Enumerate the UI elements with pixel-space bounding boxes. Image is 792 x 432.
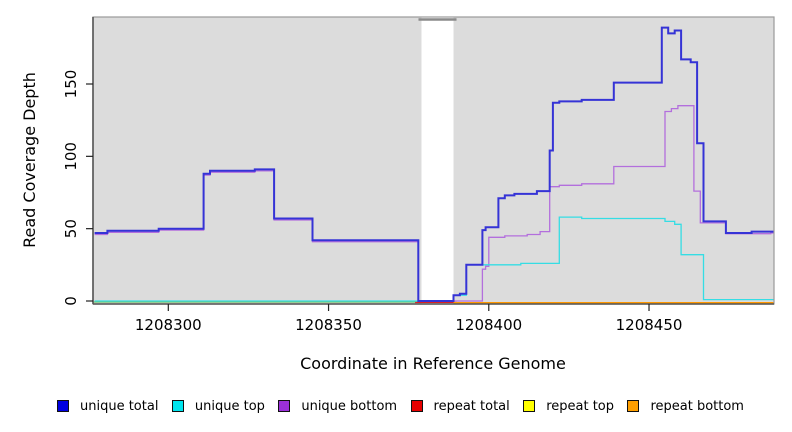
legend-item-repeat-bottom: repeat bottom: [627, 397, 744, 415]
x-tick-label: 1208450: [616, 316, 683, 334]
panel-right: [453, 17, 774, 304]
legend-swatch-icon: [278, 400, 291, 412]
y-tick-label: 50: [62, 219, 80, 238]
x-tick-label: 1208400: [455, 316, 522, 334]
legend-swatch-icon: [523, 400, 536, 412]
y-tick-label: 100: [62, 142, 80, 171]
legend-label: repeat top: [546, 398, 614, 414]
legend-swatch-icon: [57, 400, 69, 412]
legend-label: repeat total: [433, 398, 510, 414]
legend-item-repeat-total: repeat total: [410, 397, 510, 415]
legend-item-unique-top: unique top: [171, 397, 265, 415]
series-unique-total: [94, 26, 774, 302]
legend-swatch-icon: [410, 400, 423, 412]
legend-label: repeat bottom: [650, 398, 744, 414]
legend: unique total unique top unique bottom repea…: [0, 397, 792, 415]
legend-swatch-icon: [627, 400, 640, 412]
series-unique-bottom: [94, 105, 774, 302]
y-axis-title: Read Coverage Depth: [20, 72, 39, 248]
x-tick-label: 1208300: [135, 316, 202, 334]
legend-label: unique total: [80, 398, 159, 414]
x-tick-label: 1208350: [295, 316, 362, 334]
legend-swatch-icon: [171, 400, 184, 412]
legend-item-unique-total: unique total: [57, 397, 158, 415]
y-tick-label: 150: [62, 70, 80, 99]
legend-label: unique bottom: [301, 398, 398, 414]
legend-item-unique-bottom: unique bottom: [278, 397, 397, 415]
legend-item-repeat-top: repeat top: [523, 397, 614, 415]
panel-left: [93, 17, 422, 304]
x-axis-title: Coordinate in Reference Genome: [300, 354, 566, 373]
y-tick-label: 0: [62, 296, 80, 306]
legend-label: unique top: [194, 398, 265, 414]
